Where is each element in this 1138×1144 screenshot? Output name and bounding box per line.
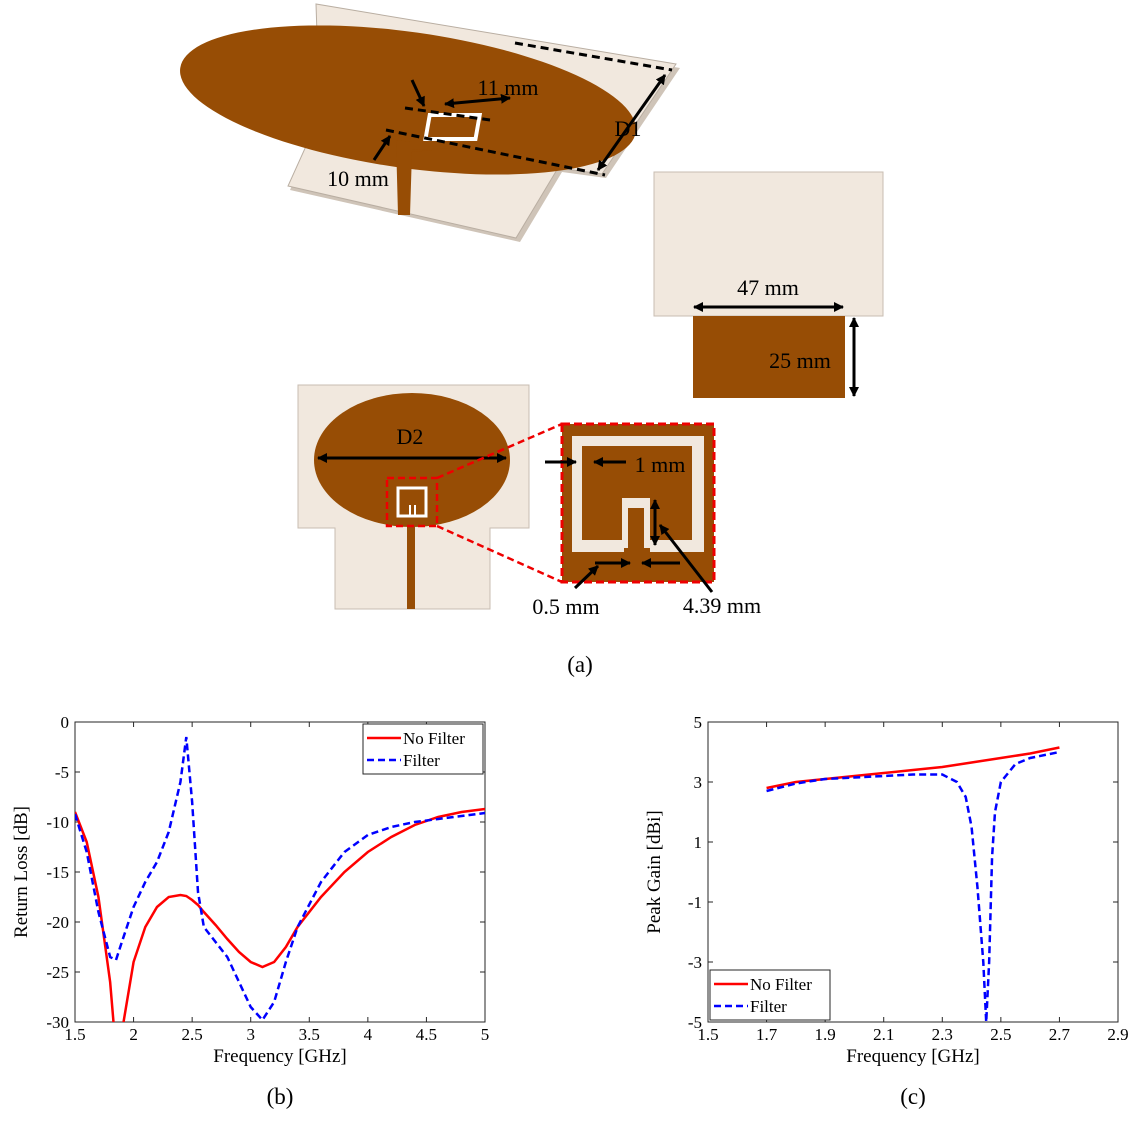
y-tick-label: -25 [46, 963, 69, 982]
dimension-label: 0.5 mm [532, 594, 599, 619]
legend-label: No Filter [403, 729, 465, 748]
x-tick-label: 5 [481, 1025, 490, 1044]
dimension-label: 4.39 mm [683, 593, 761, 618]
dimension-label: 47 mm [737, 275, 799, 300]
legend-label: Filter [403, 751, 440, 770]
dimension-label: 10 mm [327, 166, 389, 191]
x-tick-label: 2.5 [182, 1025, 203, 1044]
caption: (c) [900, 1084, 926, 1109]
y-tick-label: -30 [46, 1013, 69, 1032]
x-tick-label: 4 [364, 1025, 373, 1044]
x-tick-label: 2 [129, 1025, 138, 1044]
y-axis-label: Peak Gain [dBi] [644, 810, 665, 933]
x-tick-label: 2.1 [873, 1025, 894, 1044]
y-tick-label: -10 [46, 813, 69, 832]
x-tick-label: 1.9 [815, 1025, 836, 1044]
x-axis-label: Frequency [GHz] [846, 1046, 979, 1067]
x-tick-label: 2.5 [990, 1025, 1011, 1044]
x-tick-label: 1.7 [756, 1025, 778, 1044]
y-tick-label: -3 [688, 953, 702, 972]
caption: (a) [567, 652, 593, 677]
y-tick-label: -15 [46, 863, 69, 882]
dimension-label: 11 mm [478, 75, 539, 100]
y-axis-label: Return Loss [dB] [11, 806, 32, 938]
y-tick-label: 0 [61, 713, 70, 732]
y-tick-label: -5 [55, 763, 69, 782]
legend-label: Filter [750, 997, 787, 1016]
y-tick-label: -1 [688, 893, 702, 912]
figure: 11 mm D1 10 mm 47 mm 25 mm D2 1 mm 0.5 m… [0, 0, 1138, 1139]
y-tick-label: -20 [46, 913, 69, 932]
x-tick-label: 2.9 [1107, 1025, 1128, 1044]
x-tick-label: 3.5 [299, 1025, 320, 1044]
y-tick-label: -5 [688, 1013, 702, 1032]
dimension-label: 1 mm [635, 452, 686, 477]
x-tick-label: 2.3 [932, 1025, 953, 1044]
y-tick-label: 5 [694, 713, 703, 732]
legend-label: No Filter [750, 975, 812, 994]
x-tick-label: 2.7 [1049, 1025, 1071, 1044]
y-tick-label: 3 [694, 773, 703, 792]
dimension-label: D1 [615, 116, 642, 141]
x-axis-label: Frequency [GHz] [213, 1046, 346, 1067]
antenna-perspective [171, 1, 680, 242]
caption: (b) [267, 1084, 294, 1109]
x-tick-label: 3 [246, 1025, 255, 1044]
x-tick-label: 4.5 [416, 1025, 437, 1044]
y-tick-label: 1 [694, 833, 703, 852]
dimension-label: 25 mm [769, 348, 831, 373]
dimension-label: D2 [397, 424, 424, 449]
antenna-top-view [298, 385, 714, 609]
